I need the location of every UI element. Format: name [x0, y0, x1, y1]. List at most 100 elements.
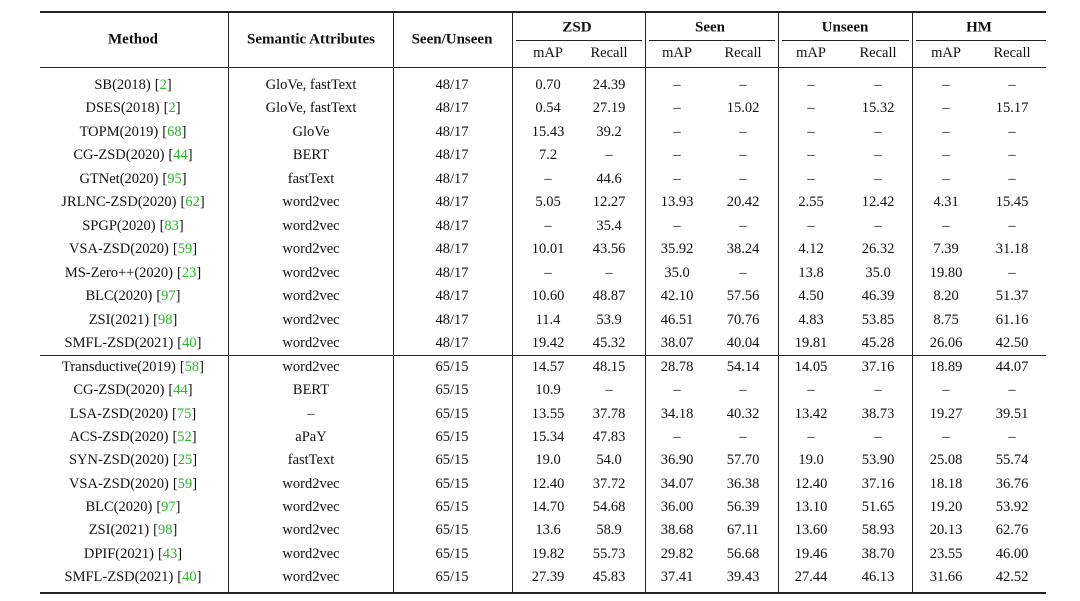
citation: [98] — [153, 522, 177, 538]
method-cell: VSA-ZSD(2020) [59] — [69, 242, 197, 257]
metric-value: 42.52 — [995, 568, 1029, 585]
metric-value: 61.16 — [995, 311, 1029, 328]
method-name: CG-ZSD(2020) — [73, 382, 165, 399]
metric-value: 37.16 — [861, 475, 895, 492]
citation-number: 59 — [177, 475, 193, 492]
metric-value: 15.43 — [531, 123, 565, 140]
column-header: Semantic Attributes — [247, 31, 375, 48]
seen-unseen-split: 48/17 — [435, 334, 469, 351]
method-name: DPIF(2021) — [83, 545, 154, 562]
metric-value: 13.42 — [794, 405, 828, 422]
metric-value: 4.50 — [798, 287, 824, 304]
method-name: ZSI(2021) — [88, 311, 150, 328]
metric-value: – — [1008, 264, 1016, 281]
metric-value: 67.11 — [726, 522, 760, 539]
metric-value: – — [807, 428, 815, 445]
metric-value: – — [874, 76, 882, 93]
method-cell: TOPM(2019) [68] — [79, 123, 187, 140]
seen-unseen-split: 48/17 — [435, 264, 469, 281]
citation-number: 40 — [182, 334, 197, 351]
metric-value: – — [739, 147, 747, 164]
citation-number: 97 — [161, 498, 176, 515]
metric-value: 40.04 — [726, 334, 760, 351]
semantic-attributes: word2vec — [282, 568, 340, 585]
metric-value: 15.32 — [861, 100, 895, 117]
metric-value: 62.76 — [995, 522, 1029, 539]
seen-unseen-split: 48/17 — [435, 311, 469, 328]
citation: [59] — [173, 241, 197, 257]
metric-value: – — [807, 147, 815, 164]
citation-number: 68 — [167, 123, 182, 140]
seen-unseen-split: 65/15 — [435, 498, 469, 515]
metric-value: 19.0 — [535, 452, 561, 469]
metric-value: – — [874, 123, 882, 140]
seen-unseen-split: 65/15 — [435, 452, 469, 469]
citation: [75] — [172, 405, 196, 421]
metric-value: 19.80 — [929, 264, 963, 281]
citation: [44] — [168, 147, 192, 163]
metric-value: 38.07 — [660, 334, 694, 351]
method-name: MS-Zero++(2020) — [64, 264, 173, 281]
metric-value: 51.65 — [861, 498, 895, 515]
metric-value: 18.89 — [929, 358, 963, 375]
semantic-attributes: word2vec — [282, 217, 340, 234]
metric-value: – — [807, 76, 815, 93]
citation-bracket: ] — [178, 217, 184, 234]
citation-bracket: ] — [181, 123, 187, 140]
metric-value: 10.60 — [531, 287, 565, 304]
group-header: ZSD — [562, 19, 592, 36]
citation-bracket: [ — [162, 123, 168, 140]
group-header: Unseen — [821, 19, 869, 36]
metric-value: 54.14 — [726, 358, 760, 375]
citation-bracket: ] — [172, 311, 178, 328]
metric-value: 4.31 — [933, 194, 959, 210]
metric-value: 0.70 — [535, 76, 561, 93]
metric-value: – — [739, 123, 747, 140]
citation-number: 62 — [185, 194, 200, 210]
metric-value: 23.55 — [929, 545, 963, 562]
citation-bracket: ] — [196, 568, 202, 585]
citation: [58] — [180, 359, 204, 375]
column-header: Seen/Unseen — [411, 31, 493, 48]
citation: [25] — [173, 452, 197, 468]
seen-unseen-split: 65/15 — [435, 475, 469, 492]
metric-value: 34.07 — [660, 475, 694, 492]
citation-bracket: ] — [192, 475, 198, 492]
metric-value: 53.85 — [861, 311, 895, 328]
metric-value: 24.39 — [592, 76, 626, 93]
semantic-attributes: fastText — [287, 452, 335, 469]
metric-value: 38.70 — [861, 545, 895, 562]
semantic-attributes: word2vec — [282, 334, 340, 351]
metric-value: 31.66 — [929, 568, 963, 585]
metric-value: 53.92 — [995, 498, 1029, 515]
metric-value: 12.40 — [794, 475, 828, 492]
column-rule — [645, 12, 646, 593]
metric-value: – — [942, 217, 950, 234]
semantic-attributes: word2vec — [282, 545, 340, 562]
metric-value: 45.32 — [592, 334, 626, 351]
column-rule — [512, 12, 513, 593]
citation-bracket: [ — [172, 428, 178, 445]
method-name: TOPM(2019) — [79, 123, 159, 140]
method-cell: CG-ZSD(2020) [44] — [73, 383, 192, 398]
metric-value: 44.6 — [596, 170, 622, 187]
method-cell: GTNet(2020) [95] — [79, 171, 186, 187]
group-rule — [782, 40, 909, 41]
metric-value: 12.40 — [531, 475, 565, 492]
metric-value: – — [739, 428, 747, 445]
column-rule — [778, 12, 779, 593]
method-cell: LSA-ZSD(2020) [75] — [70, 406, 196, 421]
metric-value: 58.93 — [861, 522, 895, 539]
seen-unseen-split: 48/17 — [435, 100, 469, 117]
metric-value: 13.60 — [794, 522, 828, 539]
metric-value: 57.70 — [726, 452, 760, 469]
metric-value: 20.13 — [929, 522, 963, 539]
semantic-attributes: word2vec — [282, 287, 340, 304]
metric-value: 55.73 — [592, 545, 626, 562]
metric-value: 35.0 — [664, 264, 690, 281]
seen-unseen-split: 48/17 — [435, 147, 469, 164]
metric-value: 15.17 — [995, 100, 1029, 117]
metric-value: 11.4 — [535, 311, 561, 328]
semantic-attributes: GloVe, fastText — [265, 100, 357, 117]
